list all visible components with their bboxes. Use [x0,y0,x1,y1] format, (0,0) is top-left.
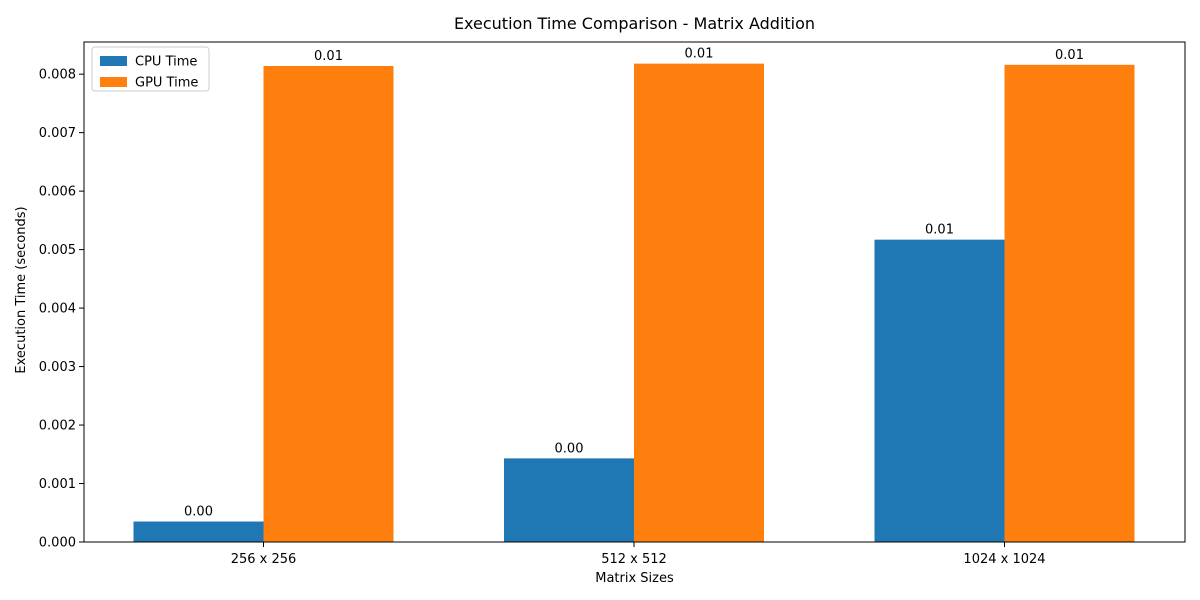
x-axis: 256 x 256 512 x 512 1024 x 1024 [231,542,1046,567]
bar-value-label: 0.01 [1055,48,1084,63]
bar-value-label: 0.00 [555,441,584,456]
legend-swatch-cpu-time [100,56,127,66]
y-tick-label: 0.002 [39,419,76,434]
y-tick-label: 0.004 [39,302,76,317]
y-tick-label: 0.005 [39,243,76,258]
y-tick-label: 0.003 [39,360,76,375]
bar-gpu-time-3 [1004,64,1135,543]
y-axis-title: Execution Time (seconds) [14,206,29,373]
bar-value-label: 0.01 [685,47,714,62]
bar-value-label: 0.01 [314,49,343,64]
legend: CPU Time GPU Time [91,46,210,92]
x-tick-label: 256 x 256 [231,552,297,567]
y-axis: 0.000 0.001 0.002 0.003 0.004 0.005 0.006 0.007… [39,68,84,551]
bar-cpu-time-3 [874,239,1005,542]
plot-area: 0.00 0.01 0.00 0.01 0.01 0.01 [83,41,1186,543]
y-tick-label: 0.000 [39,536,76,551]
chart-title: Execution Time Comparison - Matrix Addit… [454,14,815,33]
legend-swatch-gpu-time [100,77,127,87]
legend-label: GPU Time [135,76,198,91]
y-tick-label: 0.006 [39,185,76,200]
y-tick-label: 0.001 [39,477,76,492]
x-tick-label: 1024 x 1024 [963,552,1045,567]
y-tick-label: 0.008 [39,68,76,83]
y-tick-label: 0.007 [39,126,76,141]
x-tick-label: 512 x 512 [601,552,667,567]
bar-value-label: 0.01 [925,223,954,238]
bar-gpu-time-1 [263,65,394,542]
x-axis-title: Matrix Sizes [595,571,674,586]
bar-value-label: 0.00 [184,505,213,520]
bar-cpu-time-1 [133,521,264,542]
bar-cpu-time-2 [504,458,634,542]
legend-label: CPU Time [135,55,197,70]
bar-gpu-time-2 [634,63,764,543]
